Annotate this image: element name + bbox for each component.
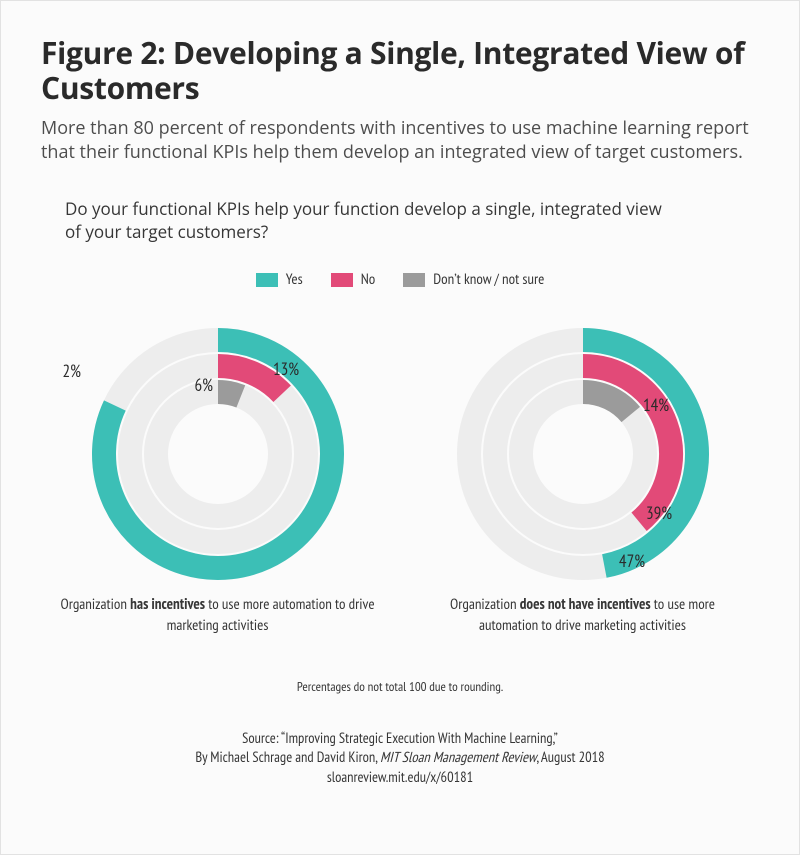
caption-has-incentives: Organization has incentives to use more … xyxy=(58,595,378,636)
legend-item-dk: Don’t know / not sure xyxy=(403,270,544,289)
legend-item-no: No xyxy=(331,270,376,289)
caption-no-incentives: Organization does not have incentives to… xyxy=(423,595,743,636)
svg-text:13%: 13% xyxy=(273,358,299,380)
figure-lede: More than 80 percent of respondents with… xyxy=(41,116,759,165)
legend-swatch-no xyxy=(331,273,353,287)
legend-swatch-dk xyxy=(403,273,425,287)
legend: Yes No Don’t know / not sure xyxy=(41,270,759,289)
footnote: Percentages do not total 100 due to roun… xyxy=(41,678,759,695)
donut-has-incentives: 82% 13% 6% xyxy=(63,309,373,589)
legend-label-dk: Don’t know / not sure xyxy=(433,270,544,289)
charts-row: 82% 13% 6% Organization has incentives to … xyxy=(47,309,753,636)
donut-no-incentives: 47% 39% 14% xyxy=(428,309,738,589)
legend-item-yes: Yes xyxy=(256,270,303,289)
legend-swatch-yes xyxy=(256,273,278,287)
survey-question: Do your functional KPIs help your functi… xyxy=(65,198,665,244)
source-line: Source: “Improving Strategic Execution W… xyxy=(41,729,759,788)
svg-text:14%: 14% xyxy=(643,394,669,416)
chart-panel-no-incentives: 47% 39% 14% Organization does not have inc… xyxy=(412,309,753,636)
figure-title: Figure 2: Developing a Single, Integrate… xyxy=(41,35,759,106)
chart-panel-has-incentives: 82% 13% 6% Organization has incentives to … xyxy=(47,309,388,636)
legend-label-yes: Yes xyxy=(286,270,303,289)
svg-text:47%: 47% xyxy=(618,550,644,572)
svg-text:6%: 6% xyxy=(194,374,213,396)
svg-text:82%: 82% xyxy=(63,360,81,382)
legend-label-no: No xyxy=(361,270,376,289)
svg-text:39%: 39% xyxy=(646,502,672,524)
